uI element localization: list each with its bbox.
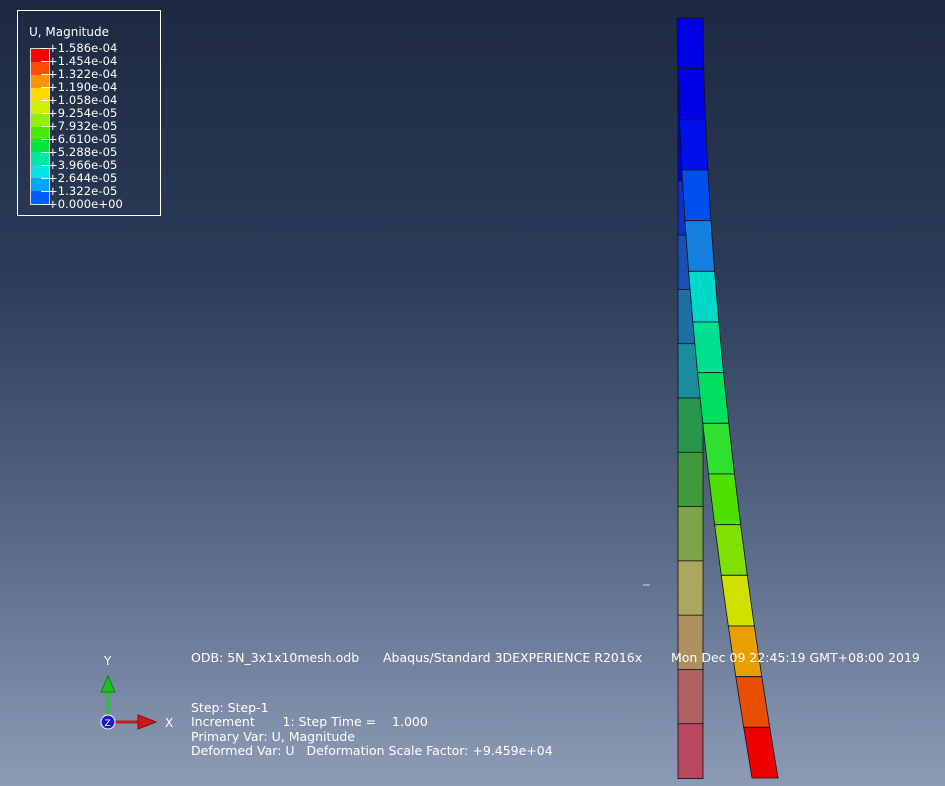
deformed-var-info: Deformed Var: U Deformation Scale Factor…	[191, 743, 553, 758]
deformed-element	[688, 270, 720, 323]
primary-var-info: Primary Var: U, Magnitude	[191, 729, 355, 744]
legend-tick-label: +3.966e-05	[40, 158, 118, 172]
date-info: Mon Dec 09 22:45:19 GMT+08:00 2019	[671, 650, 920, 665]
deformed-element	[684, 220, 716, 272]
undeformed-element	[677, 397, 704, 454]
undeformed-element	[677, 560, 704, 617]
x-axis-arrow-icon	[137, 714, 158, 730]
axis-triad: Z Y X	[100, 654, 173, 730]
legend-tick-label: +1.190e-04	[40, 80, 118, 94]
legend-swatch	[31, 152, 49, 166]
deformed-element	[692, 321, 724, 374]
legend-swatch	[31, 74, 49, 89]
deformed-element	[676, 17, 705, 70]
y-axis-label: Y	[103, 654, 112, 668]
solver-info: Abaqus/Standard 3DEXPERIENCE R2016x	[383, 650, 643, 665]
odb-info: ODB: 5N_3x1x10mesh.odb	[191, 650, 360, 665]
legend-tick-label: +1.322e-05	[40, 184, 118, 198]
legend-tick-label: +9.254e-05	[40, 106, 118, 120]
deformed-element	[679, 118, 709, 171]
z-axis-label: Z	[105, 719, 111, 729]
legend-tick-label: +5.288e-05	[40, 145, 118, 159]
legend: U, Magnitude +1.586e-04 +1.454e-04 +1.322e…	[17, 10, 161, 216]
legend-tick-label: +1.322e-04	[40, 67, 118, 81]
deformed-element	[697, 372, 730, 424]
legend-tick-label: +1.454e-04	[40, 54, 118, 68]
x-axis-label: X	[165, 716, 173, 730]
undeformed-element	[677, 451, 704, 508]
legend-tick-label: +7.932e-05	[40, 119, 118, 133]
deformed-element	[743, 726, 779, 779]
deformed-beam	[676, 17, 779, 779]
legend-swatch	[31, 139, 49, 153]
legend-swatch	[31, 191, 49, 205]
legend-swatch	[31, 126, 49, 140]
y-axis-arrow-icon	[100, 674, 116, 693]
deformed-element	[708, 473, 742, 526]
legend-tick-label: +1.586e-04	[40, 41, 118, 55]
legend-swatch	[31, 113, 49, 127]
legend-swatch	[31, 100, 49, 115]
undeformed-element	[677, 669, 704, 725]
legend-tick-label: +0.000e+00	[41, 197, 123, 211]
increment-info: Increment 1: Step Time = 1.000	[191, 714, 428, 729]
legend-swatch	[31, 49, 49, 63]
deformed-element	[677, 68, 706, 120]
deformed-element	[735, 676, 771, 728]
deformed-element	[720, 574, 755, 627]
legend-tick-label: +2.644e-05	[40, 171, 118, 185]
legend-title: U, Magnitude	[29, 25, 109, 39]
legend-tick-label: +1.058e-04	[40, 93, 118, 107]
legend-swatch	[31, 178, 49, 192]
legend-tick-label: +6.610e-05	[40, 132, 118, 146]
legend-color-bar	[30, 48, 50, 205]
deformed-element	[702, 422, 735, 475]
undeformed-element	[677, 723, 704, 780]
z-axis-dot-icon	[100, 714, 116, 730]
legend-swatch	[31, 61, 49, 76]
legend-swatch	[31, 87, 49, 102]
step-info: Step: Step-1	[191, 700, 269, 715]
undeformed-element	[677, 506, 704, 562]
deformed-element	[681, 169, 712, 222]
deformed-element	[714, 524, 748, 576]
legend-swatch	[31, 165, 49, 179]
